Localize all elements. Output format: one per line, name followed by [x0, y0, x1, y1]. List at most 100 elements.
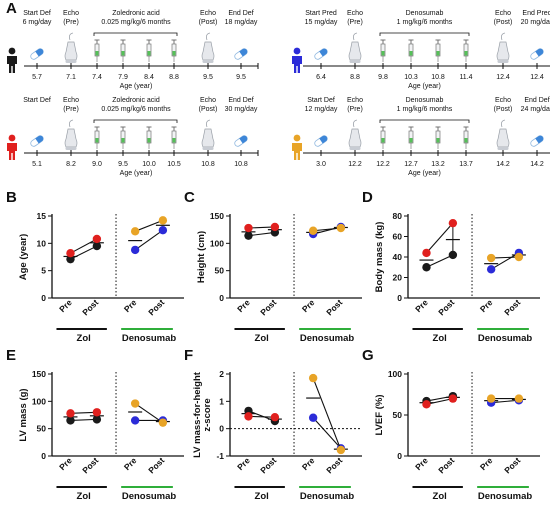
data-point-pre: [308, 373, 318, 383]
panel-letter-d: D: [362, 189, 373, 206]
person-icon: [7, 47, 17, 73]
person-icon: [292, 134, 302, 160]
echo-probe-icon: [348, 32, 362, 63]
event-age: 10.8: [201, 161, 215, 168]
x-tick-label: Pre: [235, 455, 252, 472]
data-point-pre: [486, 394, 496, 403]
group-label-zol: Zol: [255, 491, 269, 502]
panel-letter-a: A: [6, 0, 17, 17]
series-line: [426, 254, 454, 268]
event-age: 10.8: [234, 161, 248, 168]
series-line: [70, 418, 97, 422]
data-point-post: [448, 218, 458, 228]
y-tick-label: 60: [393, 232, 403, 242]
event-label: End Pred: [522, 10, 550, 17]
x-tick-label: Pre: [300, 297, 317, 314]
treatment-bracket: [93, 119, 178, 123]
data-point-post: [92, 415, 102, 424]
y-axis-label-line2: z-score: [202, 398, 213, 431]
series-line: [70, 245, 98, 260]
series-line: [313, 227, 341, 232]
data-point-pre: [130, 227, 140, 236]
event-sublabel: (Pre): [63, 19, 79, 26]
y-tick-label: 50: [215, 266, 225, 276]
person-icon: [292, 47, 302, 73]
data-point-post: [158, 216, 168, 225]
data-point-pre: [130, 416, 140, 425]
data-point-pre: [66, 248, 75, 258]
event-label: Echo: [495, 97, 511, 104]
data-point-post: [158, 418, 168, 427]
syringe-icon: [408, 126, 414, 149]
event-sublabel: 30 mg/day: [225, 106, 258, 113]
event-age: 10.0: [142, 161, 156, 168]
data-point-pre: [130, 245, 140, 255]
event-age: 12.2: [376, 161, 390, 168]
x-tick-label: Pre: [300, 455, 317, 472]
syringe-icon: [435, 39, 441, 62]
y-axis-label: Body mass (kg): [374, 222, 385, 293]
event-age: 7.4: [92, 74, 102, 81]
data-point-pre: [486, 265, 496, 274]
event-age: 6.4: [316, 74, 326, 81]
event-label: End Def: [524, 97, 549, 104]
series-line: [248, 415, 275, 418]
timeline-3: Zoledronic acid 0.025 mg/kg/6 months Start…: [7, 97, 259, 177]
y-tick-label: 20: [393, 273, 403, 283]
pill-icon: [234, 48, 248, 60]
event-label: End Def: [228, 10, 253, 17]
x-tick-label: Pre: [235, 297, 252, 314]
group-label-denosumab: Denosumab: [122, 333, 177, 344]
y-tick-label: 0: [41, 293, 46, 303]
treatment-name: Denosumab: [406, 97, 444, 104]
syringe-icon: [120, 126, 126, 149]
event-age: 7.9: [118, 74, 128, 81]
pill-icon: [234, 135, 248, 147]
event-age: 5.1: [32, 161, 42, 168]
event-sublabel: (Post): [199, 19, 218, 26]
y-tick-label: 10: [37, 238, 47, 248]
x-tick-label: Post: [146, 455, 166, 475]
syringe-icon: [171, 126, 177, 149]
panel-f: F -1 0 1 2 LV mass-for-height z-score Pre Post Pr…: [184, 347, 362, 502]
x-tick-label: Post: [146, 297, 166, 317]
panel-d: D 0 20 40 60 80 Body mass (kg) Pre Post Pre Post Zo…: [362, 189, 540, 344]
event-age: 5.7: [32, 74, 42, 81]
x-tick-label: Pre: [57, 455, 74, 472]
event-sublabel: 20 mg/day: [521, 19, 550, 26]
treatment-dose: 0.025 mg/kg/6 months: [101, 19, 171, 26]
event-label: Echo: [200, 10, 216, 17]
echo-probe-icon: [64, 119, 78, 150]
y-axis-label: LVEF (%): [374, 395, 385, 436]
syringe-icon: [435, 126, 441, 149]
y-tick-label: 40: [393, 252, 403, 262]
treatment-dose: 0.025 mg/kg/6 months: [101, 106, 171, 113]
y-tick-label: -1: [216, 451, 224, 461]
data-point-post: [514, 252, 524, 262]
event-label: Echo: [347, 97, 363, 104]
group-label-zol: Zol: [77, 333, 91, 344]
data-point-post: [92, 234, 102, 244]
syringe-icon: [120, 39, 126, 62]
timeline-2: Denosumab 1 mg/kg/6 months Start Pred 15 mg…: [292, 10, 550, 90]
x-tick-label: Pre: [122, 297, 139, 314]
series-line: [426, 398, 453, 405]
event-age: 13.7: [459, 161, 473, 168]
treatment-name: Denosumab: [406, 10, 444, 17]
event-sublabel: 18 mg/day: [225, 19, 258, 26]
x-tick-label: Post: [502, 297, 522, 317]
echo-probe-icon: [496, 32, 510, 63]
data-point-pre: [486, 253, 496, 263]
data-point-pre: [66, 416, 75, 425]
data-point-post: [336, 223, 346, 233]
event-age: 14.2: [530, 161, 544, 168]
event-sublabel: (Post): [494, 106, 513, 113]
series-line: [426, 395, 453, 402]
x-tick-label: Post: [80, 297, 100, 317]
event-age: 9.8: [378, 74, 388, 81]
age-axis-label: Age (year): [408, 170, 441, 177]
event-age: 9.5: [118, 161, 128, 168]
syringe-icon: [380, 39, 386, 62]
